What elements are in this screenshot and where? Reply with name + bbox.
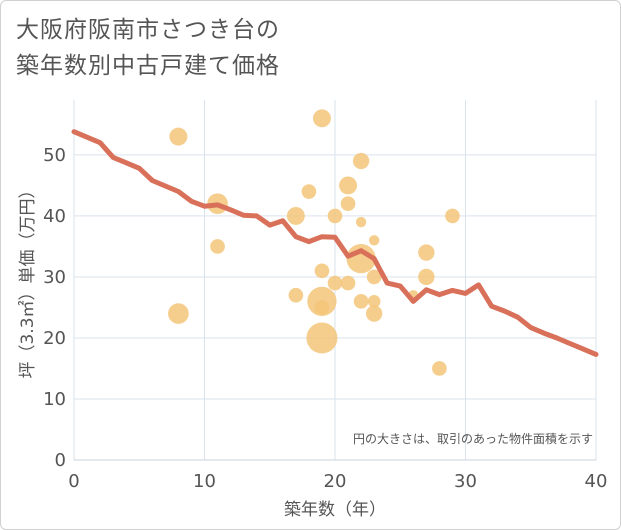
bubble-point bbox=[353, 294, 369, 309]
bubble-point bbox=[327, 208, 343, 224]
bubble-point bbox=[169, 127, 188, 146]
x-tick-label: 40 bbox=[585, 471, 608, 492]
bubble-point bbox=[432, 361, 447, 376]
bubble-point bbox=[339, 176, 358, 195]
bubble-layer bbox=[168, 109, 460, 376]
bubble-point bbox=[312, 109, 331, 128]
bubble-point bbox=[327, 275, 343, 291]
x-tick-label: 30 bbox=[454, 471, 477, 492]
x-tick-label: 0 bbox=[68, 471, 79, 492]
x-axis-label: 築年数（年） bbox=[284, 500, 386, 520]
bubble-point bbox=[314, 300, 330, 315]
x-tick-label: 20 bbox=[324, 471, 347, 492]
tick-labels: 0 10 20 30 40 0 10 20 30 40 50 bbox=[43, 145, 607, 492]
bubble-point bbox=[340, 275, 356, 291]
x-tick-label: 10 bbox=[193, 471, 216, 492]
bubble-point bbox=[340, 196, 356, 212]
bubble-point bbox=[366, 269, 382, 285]
bubble-point bbox=[210, 239, 225, 254]
bubble-point bbox=[367, 295, 381, 308]
chart-title-line-1: 大阪府阪南市さつき台の bbox=[16, 17, 280, 43]
chart-title-line-2: 築年数別中古戸建て価格 bbox=[16, 53, 280, 79]
bubble-point bbox=[168, 303, 189, 324]
bubble-point bbox=[445, 208, 460, 224]
chart-title: 大阪府阪南市さつき台の 築年数別中古戸建て価格 bbox=[16, 12, 280, 84]
bubble-point bbox=[355, 216, 367, 228]
bubble-point bbox=[314, 263, 330, 279]
bubble-point bbox=[288, 287, 304, 303]
bubble-point bbox=[301, 184, 317, 199]
bubble-point bbox=[306, 322, 338, 354]
y-tick-label: 50 bbox=[43, 145, 66, 166]
bubble-point bbox=[365, 305, 383, 322]
y-tick-label: 40 bbox=[43, 206, 66, 227]
bubble-point bbox=[418, 268, 435, 286]
y-tick-label: 0 bbox=[55, 450, 66, 471]
y-tick-label: 10 bbox=[43, 389, 66, 410]
average-price-line bbox=[71, 129, 599, 357]
bubble-point bbox=[418, 244, 435, 261]
bubble-point bbox=[352, 152, 370, 170]
bubble-point bbox=[286, 206, 305, 225]
bubble-point bbox=[368, 235, 380, 246]
y-tick-label: 30 bbox=[43, 267, 66, 288]
average-line-layer bbox=[71, 129, 599, 357]
grid-lines bbox=[73, 100, 597, 461]
bubble-size-note: 円の大きさは、取引のあった物件面積を示す bbox=[353, 431, 593, 446]
y-axis-label: 坪（3.3㎡）単価（万円） bbox=[18, 181, 38, 378]
y-tick-label: 20 bbox=[43, 328, 66, 349]
